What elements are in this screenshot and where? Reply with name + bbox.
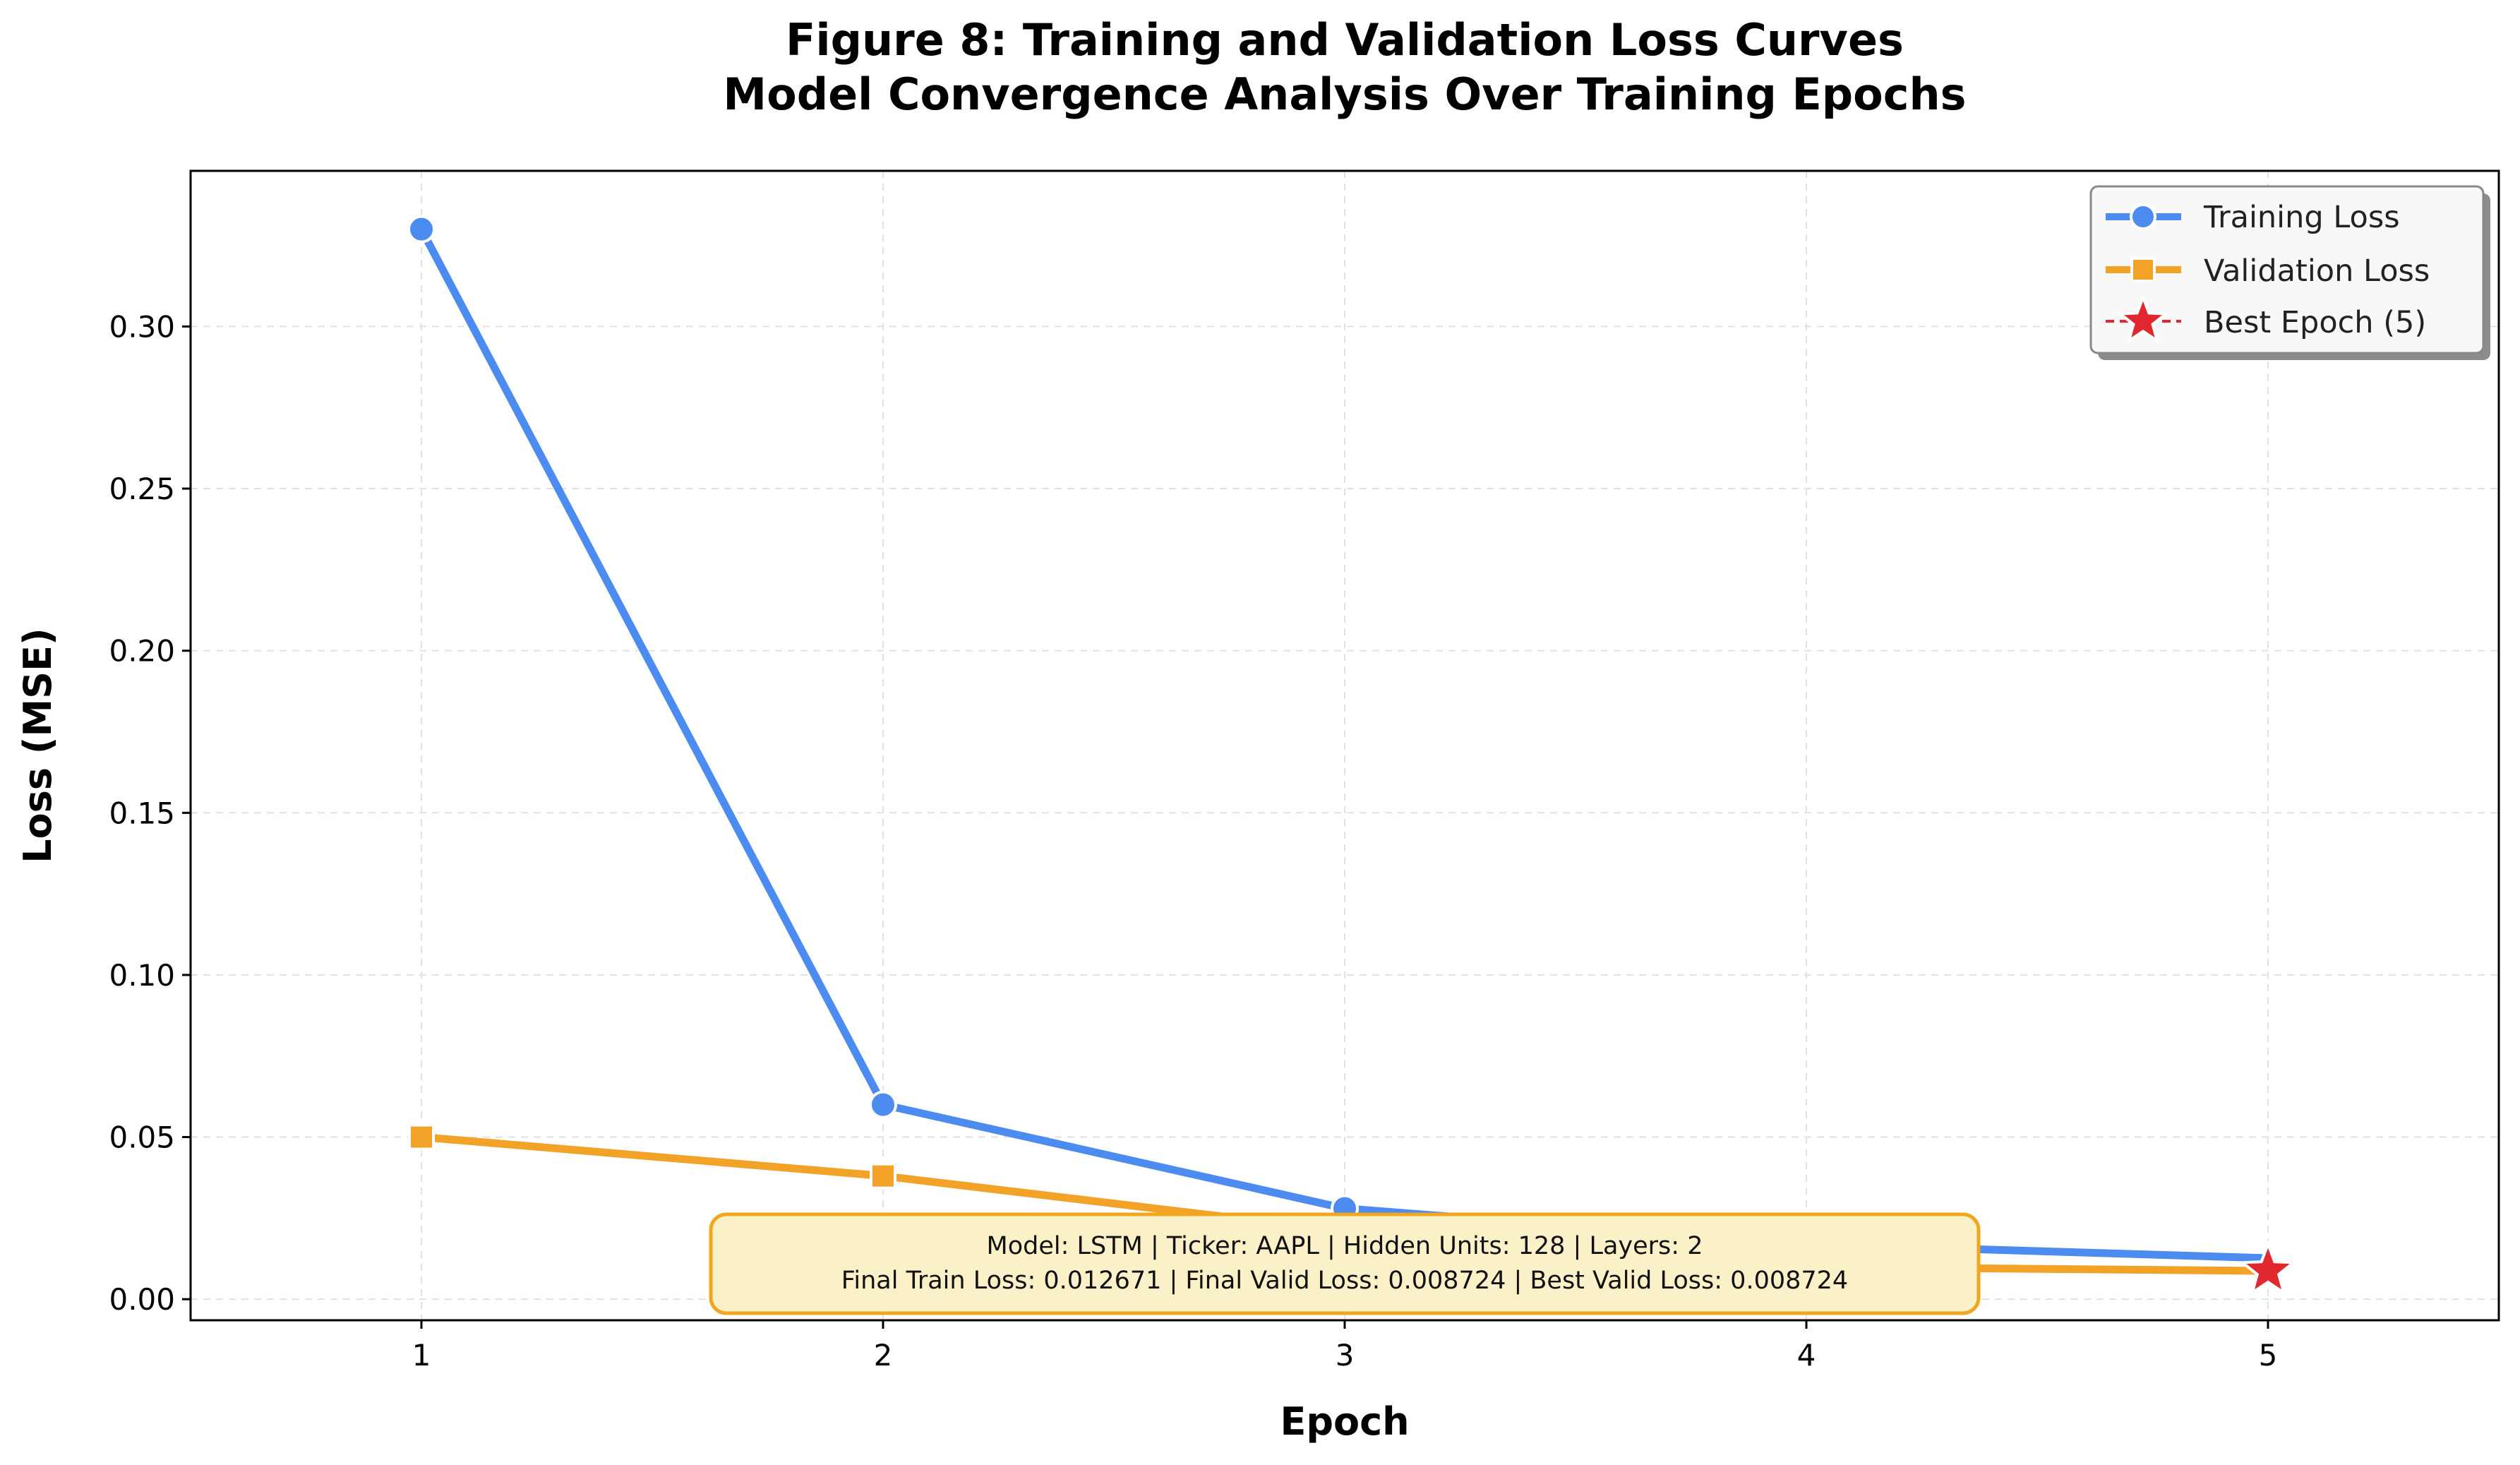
legend-label-training: Training Loss xyxy=(2203,200,2400,235)
y-tick-label: 0.05 xyxy=(109,1120,175,1155)
axis-ticks: 1 2 3 4 5 0.00 0.05 0.10 0.15 0.20 0.25 0.30 xyxy=(109,309,2277,1373)
data-point-training xyxy=(407,215,436,244)
legend-box xyxy=(2089,185,2485,354)
y-tick-label: 0.15 xyxy=(109,796,175,830)
chart-subtitle: Model Convergence Analysis Over Training… xyxy=(723,68,1966,120)
y-tick-label: 0.25 xyxy=(109,472,175,506)
legend-label-best-epoch: Best Epoch (5) xyxy=(2204,305,2426,340)
y-tick-label: 0.10 xyxy=(109,958,175,993)
x-tick-label: 1 xyxy=(412,1338,431,1373)
info-box: Model: LSTM | Ticker: AAPL | Hidden Unit… xyxy=(709,1212,1981,1315)
info-box-line2: Final Train Loss: 0.012671 | Final Valid… xyxy=(841,1267,1848,1295)
y-axis-label: Loss (MSE) xyxy=(16,628,60,863)
legend: Training Loss Validation Loss Best Epoch… xyxy=(2089,185,2490,360)
data-point-training xyxy=(869,1090,897,1119)
y-tick-label: 0.00 xyxy=(109,1282,175,1317)
plot-frame xyxy=(189,169,2500,1322)
data-point-validation xyxy=(870,1162,896,1190)
legend-handle-validation xyxy=(2130,257,2156,282)
legend-handle-best-epoch xyxy=(2116,293,2170,345)
chart-title: Figure 8: Training and Validation Loss C… xyxy=(786,14,1904,66)
y-tick-label: 0.30 xyxy=(109,309,175,344)
x-tick-label: 5 xyxy=(2259,1338,2278,1373)
data-point-validation xyxy=(408,1123,435,1151)
x-tick-label: 4 xyxy=(1797,1338,1816,1373)
legend-label-validation: Validation Loss xyxy=(2204,253,2430,289)
info-box-background xyxy=(709,1212,1981,1315)
legend-handle-training xyxy=(2130,203,2156,230)
x-axis-label: Epoch xyxy=(1280,1399,1409,1444)
best-epoch-marker xyxy=(2238,1240,2298,1296)
x-tick-label: 3 xyxy=(1336,1338,1355,1373)
info-box-line1: Model: LSTM | Ticker: AAPL | Hidden Unit… xyxy=(987,1232,1703,1260)
x-tick-label: 2 xyxy=(874,1338,893,1373)
y-tick-label: 0.20 xyxy=(109,634,175,669)
